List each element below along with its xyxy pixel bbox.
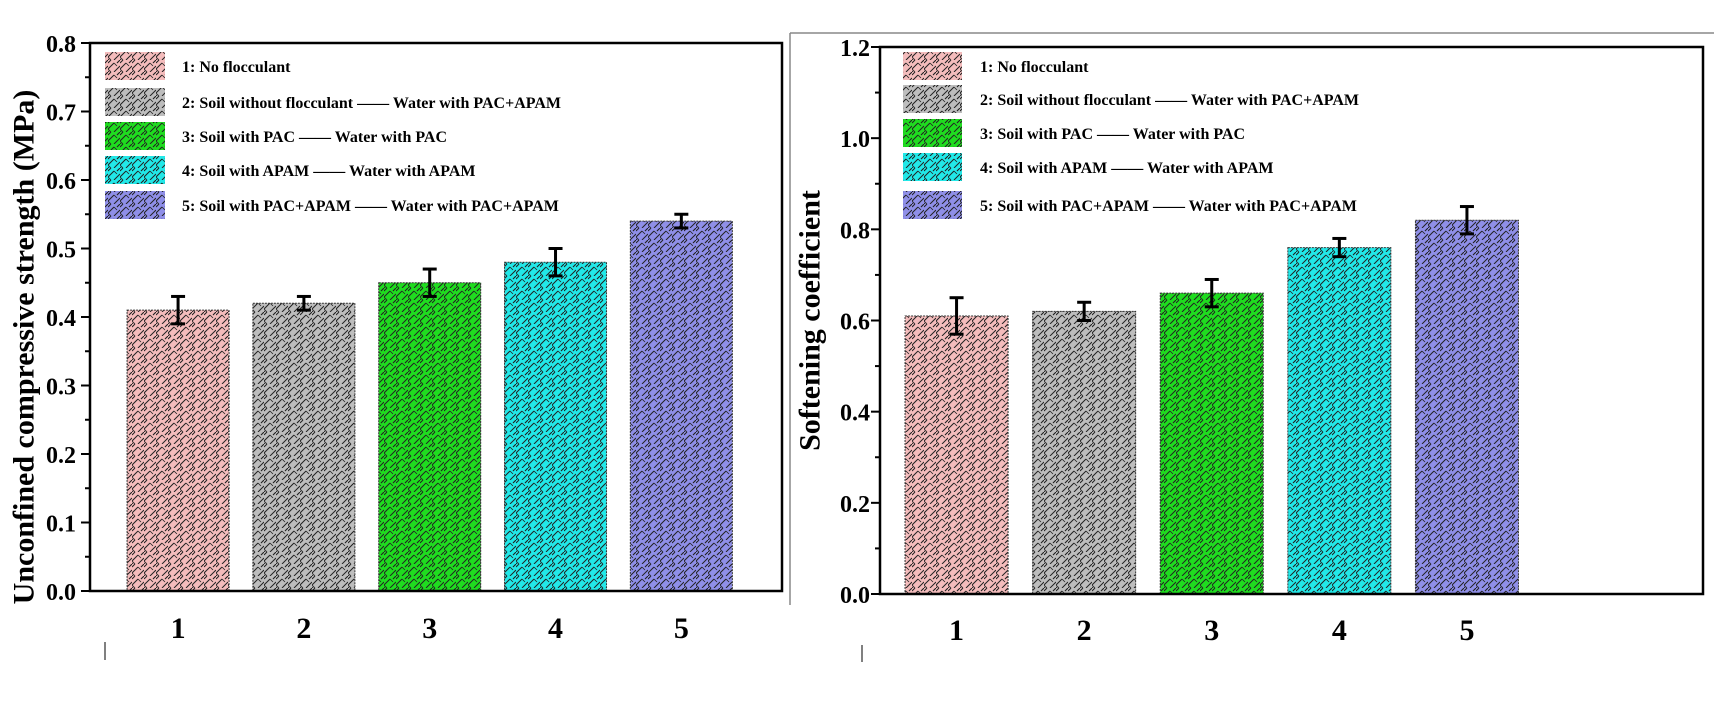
y-tick-label: 0.0 <box>840 583 870 609</box>
y-tick-label: 0.0 <box>46 580 76 606</box>
bar-1 <box>126 309 230 592</box>
y-tick-label: 0.8 <box>46 32 76 58</box>
legend-label-3: 3: Soil with PAC —— Water with PAC <box>182 129 447 146</box>
y-tick-label: 0.7 <box>46 101 76 127</box>
x-tick-label: 4 <box>1332 614 1347 647</box>
legend-label-5: 5: Soil with PAC+APAM —— Water with PAC+… <box>182 198 559 215</box>
bar-4 <box>504 261 608 592</box>
y-tick-label: 0.2 <box>840 492 870 518</box>
x-tick-label: 5 <box>674 612 689 645</box>
legend-swatch-3 <box>903 119 962 147</box>
legend-swatch-2 <box>105 88 165 116</box>
legend-swatch-5 <box>105 191 165 219</box>
bar-5 <box>629 220 733 592</box>
legend-label-3: 3: Soil with PAC —— Water with PAC <box>980 126 1245 143</box>
y-tick-label: 0.8 <box>840 218 870 244</box>
x-tick-label: 2 <box>296 612 311 645</box>
y-tick-label: 1.0 <box>840 127 870 153</box>
error-bar-4 <box>1332 236 1347 259</box>
legend-label-4: 4: Soil with APAM —— Water with APAM <box>182 163 475 180</box>
legend: 1: No flocculant 2: Soil without floccula… <box>903 52 1359 219</box>
x-tick-label: 1 <box>949 614 964 647</box>
bar-5 <box>1414 219 1519 595</box>
error-bar-5 <box>674 212 689 230</box>
bar-1 <box>904 315 1009 595</box>
legend-swatch-1 <box>903 52 962 80</box>
y-tick-label: 0.4 <box>46 306 76 332</box>
legend-swatch-4 <box>105 156 165 184</box>
y-tick-label: 0.6 <box>46 169 76 195</box>
legend-swatch-4 <box>903 153 962 181</box>
error-bar-2 <box>296 294 311 312</box>
y-tick-label: 0.1 <box>46 512 76 538</box>
legend-label-1: 1: No flocculant <box>182 59 291 76</box>
bar-2 <box>1032 310 1137 595</box>
error-bar-2 <box>1077 300 1092 322</box>
y-axis-label: Softening coefficient <box>794 190 827 451</box>
legend-swatch-5 <box>903 191 962 219</box>
legend-label-2: 2: Soil without flocculant —— Water with… <box>182 95 561 112</box>
legend-label-5: 5: Soil with PAC+APAM —— Water with PAC+… <box>980 198 1357 215</box>
error-bar-4 <box>548 247 563 278</box>
error-bar-1 <box>949 296 964 336</box>
y-tick-label: 0.2 <box>46 443 76 469</box>
error-bar-1 <box>171 294 186 326</box>
y-tick-label: 0.5 <box>46 238 76 264</box>
y-tick-label: 0.6 <box>840 310 870 336</box>
legend-swatch-1 <box>105 52 165 80</box>
y-axis-label: Unconfined compressive strength (MPa) <box>8 90 41 605</box>
bar-3 <box>1159 292 1264 595</box>
bar-4 <box>1287 247 1392 595</box>
legend-label-2: 2: Soil without flocculant —— Water with… <box>980 92 1359 109</box>
legend-swatch-2 <box>903 85 962 113</box>
legend-label-4: 4: Soil with APAM —— Water with APAM <box>980 160 1273 177</box>
x-tick-label: 1 <box>171 612 186 645</box>
bar-2 <box>252 302 356 592</box>
x-tick-label: 3 <box>1204 614 1219 647</box>
bar-3 <box>378 282 482 592</box>
x-tick-label: 5 <box>1459 614 1474 647</box>
error-bar-3 <box>422 267 437 298</box>
chart-ucs: 1 2 3 4 5 0.0 0.1 0.2 0.3 0.4 0.5 0.6 0.7 0.8 Unconfin… <box>8 32 784 645</box>
x-tick-label: 3 <box>422 612 437 645</box>
y-tick-label: 0.3 <box>46 375 76 401</box>
x-tick-label: 4 <box>548 612 563 645</box>
chart-softening: 1 2 3 4 5 0.0 0.2 0.4 0.6 0.8 1.0 1.2 Softening coef… <box>794 36 1705 647</box>
legend-label-1: 1: No flocculant <box>980 59 1089 76</box>
y-tick-label: 0.4 <box>840 401 870 427</box>
error-bar-3 <box>1204 277 1219 309</box>
legend: 1: No flocculant 2: Soil without floccula… <box>105 52 561 219</box>
error-bar-5 <box>1459 205 1474 236</box>
y-tick-label: 1.2 <box>840 36 870 62</box>
x-tick-label: 2 <box>1077 614 1092 647</box>
legend-swatch-3 <box>105 122 165 150</box>
